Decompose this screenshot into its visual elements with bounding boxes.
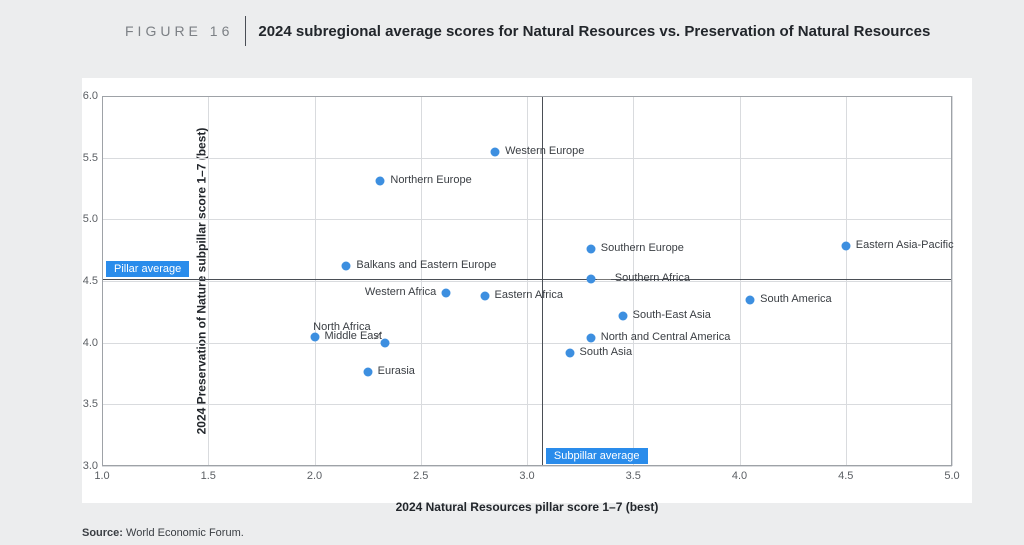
data-point-label: South Asia xyxy=(580,346,633,359)
gridline-horizontal xyxy=(102,219,952,220)
y-tick: 3.5 xyxy=(72,398,98,410)
gridline-horizontal xyxy=(102,281,952,282)
data-point xyxy=(342,262,351,271)
y-tick: 4.5 xyxy=(72,275,98,287)
data-point xyxy=(586,244,595,253)
data-point xyxy=(565,348,574,357)
x-tick: 4.0 xyxy=(732,470,747,482)
data-point xyxy=(480,291,489,300)
x-tick: 5.0 xyxy=(944,470,959,482)
data-point-label: South America xyxy=(760,293,832,306)
data-point-label: Southern Africa xyxy=(615,272,690,285)
data-point-label: Northern Europe xyxy=(390,174,471,187)
data-point-label: Western Africa xyxy=(365,286,436,299)
data-point xyxy=(442,289,451,298)
data-point-label: Southern Europe xyxy=(601,242,684,255)
data-point xyxy=(363,368,372,377)
source-value: World Economic Forum. xyxy=(126,527,244,539)
data-point-label: Middle East xyxy=(325,330,382,343)
data-point-label: Eastern Africa xyxy=(495,289,563,302)
figure-number: FIGURE 16 xyxy=(125,23,233,39)
data-point xyxy=(746,295,755,304)
y-tick: 4.0 xyxy=(72,337,98,349)
leader-line xyxy=(597,279,611,280)
data-point xyxy=(376,177,385,186)
header-divider xyxy=(245,16,246,46)
x-tick: 3.5 xyxy=(626,470,641,482)
data-point-label: Western Europe xyxy=(505,145,584,158)
figure-header: FIGURE 16 2024 subregional average score… xyxy=(0,0,1024,46)
data-point xyxy=(491,147,500,156)
data-point-label: North and Central America xyxy=(601,331,731,344)
x-tick: 1.5 xyxy=(201,470,216,482)
chart-area: 2024 Natural Resources pillar score 1–7 … xyxy=(82,78,972,503)
x-tick: 2.0 xyxy=(307,470,322,482)
x-tick: 2.5 xyxy=(413,470,428,482)
scatter-plot: 2024 Natural Resources pillar score 1–7 … xyxy=(102,96,952,466)
gridline-vertical xyxy=(952,96,953,466)
source-line: Source: World Economic Forum. xyxy=(82,527,244,539)
data-point-label: Eastern Asia-Pacific xyxy=(856,239,954,252)
data-point-label: Balkans and Eastern Europe xyxy=(356,259,496,272)
y-tick: 5.0 xyxy=(72,213,98,225)
gridline-horizontal xyxy=(102,404,952,405)
x-tick: 3.0 xyxy=(519,470,534,482)
figure-container: FIGURE 16 2024 subregional average score… xyxy=(0,0,1024,545)
x-tick: 4.5 xyxy=(838,470,853,482)
data-point-label: Eurasia xyxy=(378,365,415,378)
data-point xyxy=(618,311,627,320)
data-point xyxy=(586,333,595,342)
gridline-horizontal xyxy=(102,343,952,344)
gridline-horizontal xyxy=(102,96,952,97)
data-point xyxy=(841,242,850,251)
data-point-label: South-East Asia xyxy=(633,309,711,322)
y-tick: 3.0 xyxy=(72,460,98,472)
source-label: Source: xyxy=(82,527,123,539)
pillar-average-line xyxy=(102,279,952,280)
y-tick: 5.5 xyxy=(72,152,98,164)
x-axis-label: 2024 Natural Resources pillar score 1–7 … xyxy=(396,500,659,514)
y-tick: 6.0 xyxy=(72,90,98,102)
subpillar-average-badge: Subpillar average xyxy=(546,448,648,464)
figure-title: 2024 subregional average scores for Natu… xyxy=(258,23,930,40)
data-point xyxy=(586,274,595,283)
pillar-average-badge: Pillar average xyxy=(106,261,189,277)
gridline-horizontal xyxy=(102,466,952,467)
gridline-horizontal xyxy=(102,158,952,159)
